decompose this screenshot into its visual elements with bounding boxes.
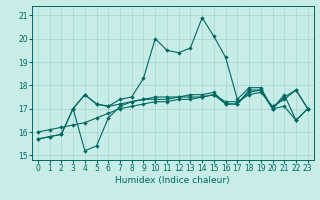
- X-axis label: Humidex (Indice chaleur): Humidex (Indice chaleur): [116, 176, 230, 185]
